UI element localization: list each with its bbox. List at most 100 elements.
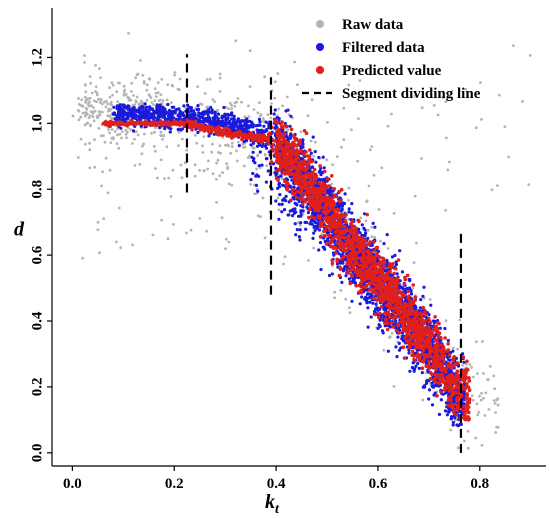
raw-data-point: [312, 154, 315, 158]
raw-data-point: [444, 208, 448, 212]
raw-data-point: [253, 192, 257, 196]
filtered-data-point: [189, 108, 193, 112]
filtered-data-point: [376, 308, 380, 312]
raw-data-point: [110, 81, 114, 84]
raw-data-point: [344, 297, 348, 301]
raw-data-point: [185, 148, 189, 152]
raw-data-point: [142, 132, 146, 136]
raw-data-point: [139, 59, 142, 62]
filtered-data-point: [262, 124, 266, 128]
filtered-data-point: [263, 144, 267, 148]
raw-data-point: [99, 134, 103, 138]
filtered-data-point: [264, 157, 268, 161]
filtered-data-point: [258, 120, 262, 124]
raw-data-point: [249, 183, 252, 186]
data-points: [71, 31, 532, 450]
raw-data-point: [160, 77, 164, 81]
raw-data-point: [342, 106, 346, 110]
filtered-data-point: [280, 202, 284, 206]
filtered-data-point: [432, 321, 436, 325]
raw-data-point: [96, 93, 99, 97]
filtered-data-point: [117, 110, 121, 114]
raw-data-point: [165, 98, 169, 102]
raw-data-point: [159, 130, 163, 134]
filtered-data-point: [310, 222, 314, 226]
raw-data-point: [76, 156, 80, 159]
filtered-data-point: [296, 214, 301, 218]
raw-data-point: [83, 111, 87, 115]
raw-data-point: [333, 290, 337, 294]
raw-data-point: [165, 145, 169, 149]
filtered-data-point: [385, 233, 389, 237]
filtered-data-point: [448, 358, 452, 362]
filtered-data-point: [284, 199, 288, 203]
filtered-data-point: [462, 360, 466, 364]
raw-data-point: [108, 168, 112, 172]
raw-data-point: [103, 140, 107, 144]
raw-data-point: [415, 241, 418, 245]
predicted-value-point: [405, 273, 410, 278]
filtered-data-point: [382, 302, 386, 306]
predicted-value-point: [383, 321, 387, 326]
filtered-data-point: [305, 220, 309, 225]
raw-data-point: [153, 130, 156, 134]
filtered-data-point: [277, 185, 281, 189]
raw-data-point: [172, 223, 175, 226]
predicted-value-point: [250, 138, 255, 143]
raw-data-point: [233, 104, 237, 108]
raw-data-point: [119, 246, 123, 250]
filtered-data-point: [158, 126, 162, 130]
filtered-data-point: [167, 115, 171, 119]
filtered-data-point: [246, 119, 250, 123]
raw-data-point: [420, 106, 424, 109]
raw-data-point: [102, 134, 105, 138]
raw-data-point: [116, 100, 119, 103]
raw-data-point: [135, 95, 139, 99]
filtered-data-point: [227, 119, 232, 124]
filtered-data-point: [394, 262, 399, 267]
raw-data-point: [490, 188, 494, 192]
filtered-data-point: [366, 296, 370, 300]
filtered-data-point: [128, 113, 132, 118]
filtered-data-point: [373, 225, 377, 229]
raw-data-point: [139, 99, 143, 103]
raw-data-point: [242, 145, 245, 149]
raw-data-point: [411, 287, 415, 290]
filtered-data-point: [251, 171, 255, 176]
raw-data-point: [141, 74, 145, 77]
raw-data-point: [215, 161, 219, 165]
raw-data-point: [494, 431, 498, 434]
raw-data-point: [118, 132, 122, 136]
filtered-data-point: [284, 194, 288, 198]
raw-data-point: [449, 428, 453, 432]
raw-data-point: [162, 134, 166, 138]
filtered-data-point: [278, 193, 282, 197]
raw-data-point: [134, 130, 138, 134]
raw-data-point: [150, 101, 154, 104]
raw-data-point: [276, 196, 280, 200]
filtered-data-point: [347, 207, 351, 211]
raw-data-point: [127, 31, 130, 35]
raw-data-point: [364, 219, 368, 223]
filtered-data-point: [260, 144, 264, 148]
raw-data-point: [493, 402, 497, 405]
filtered-data-point: [416, 361, 420, 366]
filtered-data-point: [462, 402, 466, 406]
raw-data-point: [370, 225, 374, 229]
raw-data-point: [386, 124, 390, 128]
filtered-data-point: [331, 251, 336, 255]
predicted-value-point: [402, 356, 407, 360]
filtered-data-point: [382, 242, 386, 246]
raw-data-point: [230, 141, 234, 145]
filtered-data-point: [251, 159, 256, 163]
raw-data-point: [95, 91, 99, 95]
filtered-data-point: [299, 146, 303, 151]
filtered-data-point: [221, 119, 225, 123]
filtered-data-point: [150, 107, 154, 111]
filtered-data-point: [347, 277, 351, 281]
raw-data-point: [173, 73, 177, 77]
predicted-value-point: [447, 353, 452, 357]
raw-data-point: [432, 104, 436, 107]
raw-data-point: [386, 247, 390, 250]
filtered-data-point: [451, 420, 455, 424]
